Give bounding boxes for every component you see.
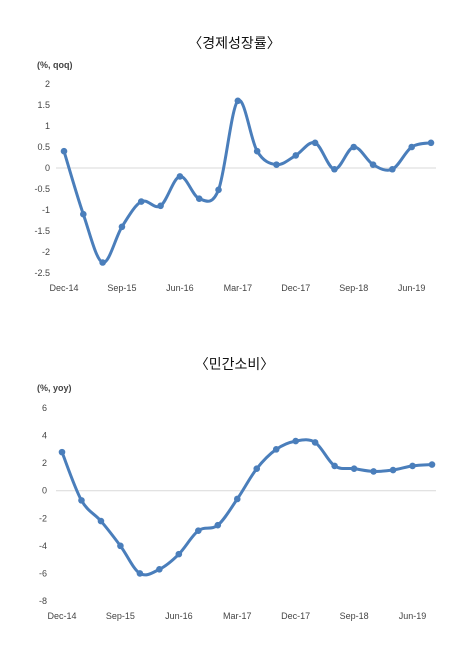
data-point: [78, 497, 85, 504]
data-point: [214, 521, 222, 529]
data-point: [273, 161, 280, 168]
y-tick-label: 0: [42, 486, 47, 496]
y-tick-label: -1.5: [34, 226, 50, 236]
data-point: [233, 495, 241, 503]
y-tick-label: 0: [45, 163, 50, 173]
y-tick-label: -4: [39, 541, 47, 551]
data-point: [331, 462, 338, 470]
y-tick-label: 2: [45, 79, 50, 89]
y-tick-label: 6: [42, 403, 47, 413]
y-tick-label: -2: [39, 513, 47, 523]
y-tick-label: 1.5: [37, 100, 50, 110]
series-line: [62, 98, 433, 264]
chart-title: 〈민간소비〉: [194, 357, 275, 373]
data-point: [389, 466, 397, 474]
y-tick-label: -0.5: [34, 184, 50, 194]
data-point: [118, 223, 126, 231]
data-point: [331, 165, 338, 173]
data-point: [60, 147, 68, 155]
data-point: [99, 259, 106, 266]
data-point: [408, 143, 415, 151]
y-axis-unit: (%, qoq): [37, 60, 73, 70]
y-axis-unit: (%, yoy): [37, 383, 72, 393]
y-tick-label: 0.5: [37, 142, 50, 152]
y-tick-label: -6: [39, 568, 47, 578]
data-point: [117, 542, 124, 550]
data-point: [175, 550, 183, 558]
x-tick-label: Dec-14: [47, 611, 76, 621]
series-line: [60, 438, 434, 577]
data-point: [350, 465, 358, 472]
x-tick-label: Sep-15: [107, 283, 136, 293]
data-point: [157, 202, 164, 210]
data-point: [136, 570, 144, 577]
x-tick-label: Sep-18: [339, 283, 368, 293]
data-point: [428, 461, 436, 468]
data-point: [176, 173, 184, 180]
data-point: [137, 198, 145, 205]
data-point: [311, 439, 319, 446]
private-consumption-chart: 〈민간소비〉 (%, yoy) 6 4 2 0 -2 -4 -6 -8 Dec-14 Sep-15…: [0, 340, 469, 660]
data-point: [97, 517, 105, 525]
data-point: [409, 462, 416, 470]
y-tick-label: -2: [42, 247, 50, 257]
x-tick-label: Dec-17: [281, 611, 310, 621]
x-tick-label: Mar-17: [223, 611, 252, 621]
data-point: [156, 565, 163, 573]
data-point: [427, 139, 435, 147]
y-tick-label: -1: [42, 205, 50, 215]
data-point: [234, 97, 242, 105]
data-point: [272, 446, 280, 453]
x-tick-label: Jun-16: [165, 611, 193, 621]
data-point: [253, 465, 261, 472]
data-point: [389, 165, 396, 173]
x-tick-label: Mar-17: [224, 283, 253, 293]
data-point: [292, 152, 300, 159]
y-tick-label: 4: [42, 431, 47, 441]
data-point: [215, 186, 222, 194]
data-point: [253, 147, 261, 155]
data-point: [195, 195, 203, 202]
x-tick-label: Dec-17: [281, 283, 310, 293]
y-tick-label: 2: [42, 458, 47, 468]
data-point: [350, 143, 358, 151]
data-point: [369, 161, 377, 168]
x-tick-label: Jun-16: [166, 283, 194, 293]
data-point: [311, 139, 319, 147]
chart-plot: 2 1.5 1 0.5 0 -0.5 -1 -1.5 -2 -2.5 Dec-14 Sep-15 Jun…: [34, 79, 436, 293]
chart-title: 〈경제성장률〉: [188, 36, 281, 52]
x-tick-label: Sep-15: [106, 611, 135, 621]
y-tick-label: -8: [39, 596, 47, 606]
data-point: [80, 210, 87, 218]
x-tick-label: Jun-19: [399, 611, 427, 621]
x-tick-label: Jun-19: [398, 283, 426, 293]
data-point: [195, 527, 202, 534]
data-point: [370, 468, 377, 475]
y-tick-label: 1: [45, 121, 50, 131]
x-tick-label: Sep-18: [340, 611, 369, 621]
data-point: [292, 437, 299, 445]
gdp-growth-chart: 〈경제성장률〉 (%, qoq) 2 1.5 1 0.5 0 -0.5 -1 -1.5 -2 -2…: [0, 0, 469, 320]
y-tick-label: -2.5: [34, 268, 50, 278]
x-tick-label: Dec-14: [49, 283, 78, 293]
data-point: [58, 448, 66, 456]
